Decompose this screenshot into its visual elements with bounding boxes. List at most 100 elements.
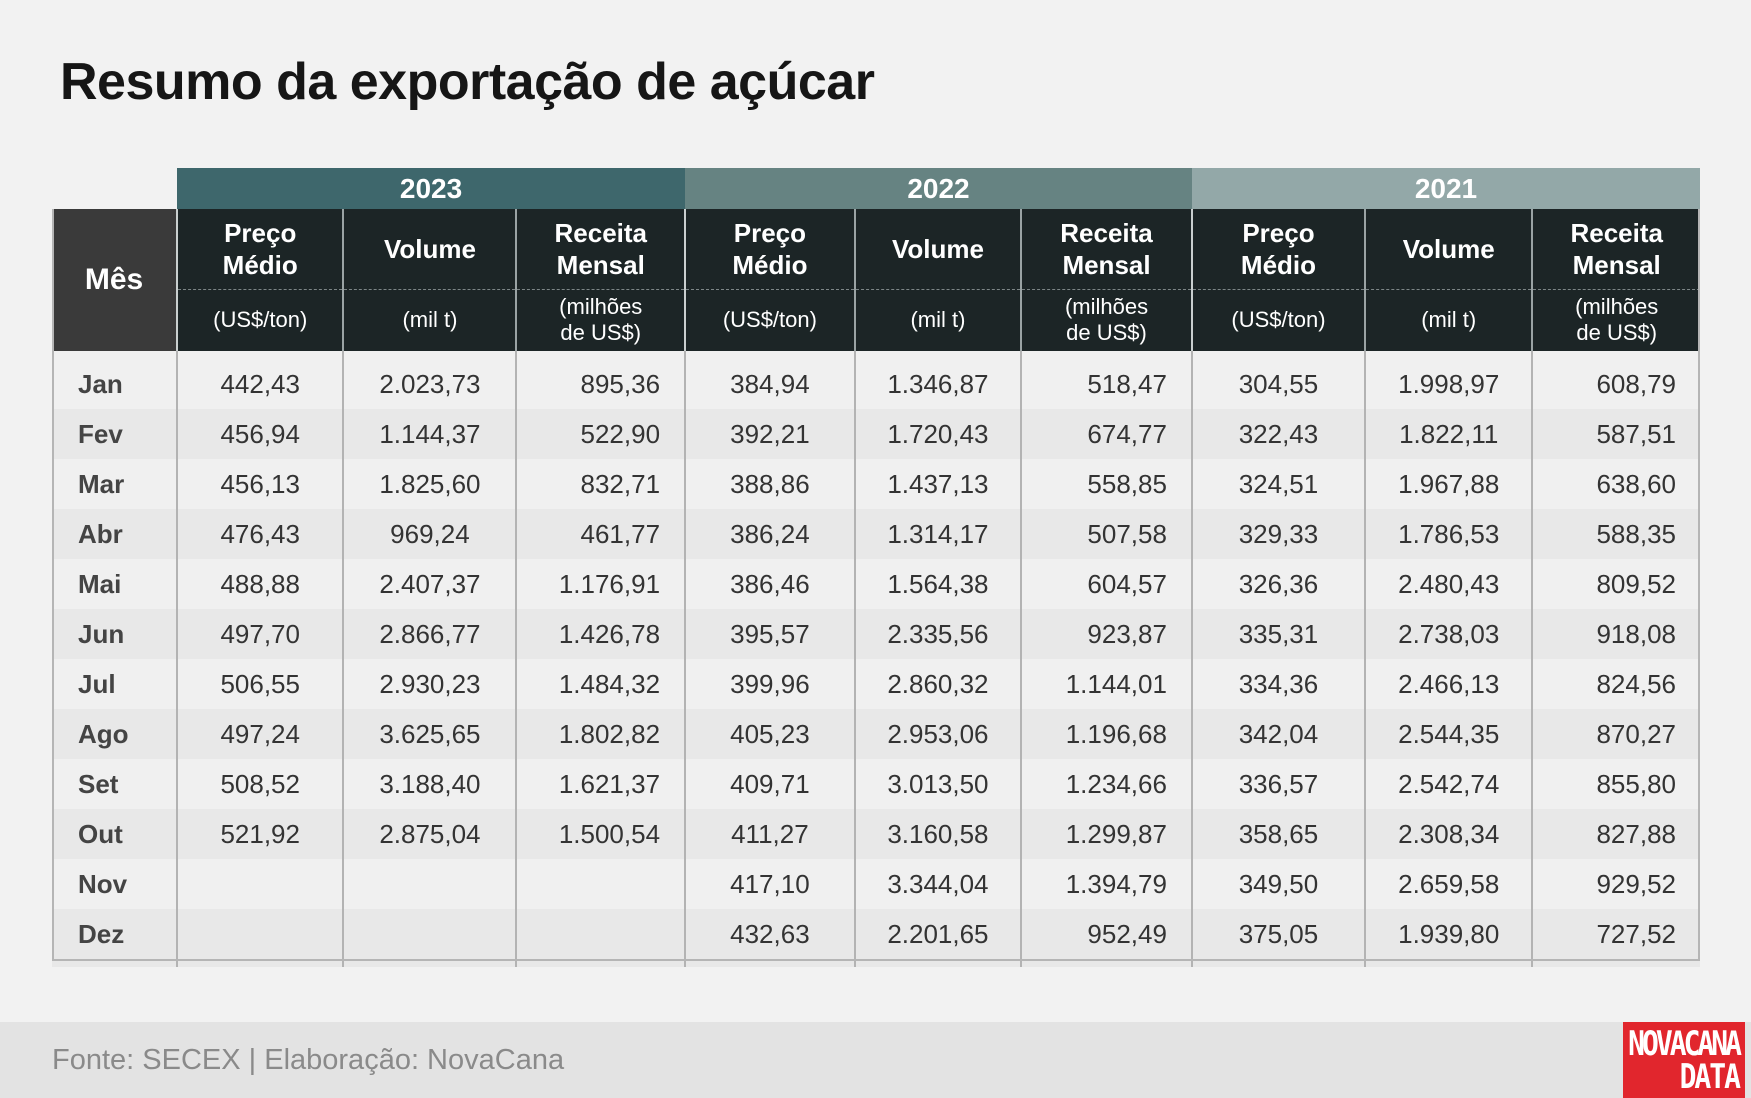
value-cell: 342,04 [1190, 709, 1365, 759]
value-cell: 395,57 [684, 609, 855, 659]
column-unit-line1: (mil t) [402, 307, 458, 333]
value-cell: 588,35 [1531, 509, 1700, 559]
value-cell: 1.426,78 [515, 609, 686, 659]
value-cell: 456,13 [176, 459, 344, 509]
value-cell: 507,58 [1020, 509, 1192, 559]
value-cell: 392,21 [684, 409, 855, 459]
value-cell: 952,49 [1020, 909, 1192, 967]
value-cell: 442,43 [176, 351, 344, 409]
value-cell: 832,71 [515, 459, 686, 509]
column-unit-line2: de US$) [560, 320, 642, 346]
page-title: Resumo da exportação de açúcar [60, 53, 875, 111]
value-cell: 827,88 [1531, 809, 1700, 859]
column-title-line2: Médio [732, 249, 808, 280]
value-cell: 488,88 [176, 559, 344, 609]
source-text: Fonte: SECEX | Elaboração: NovaCana [52, 1044, 565, 1076]
value-cell: 2.407,37 [342, 559, 517, 609]
value-cell: 558,85 [1020, 459, 1192, 509]
value-cell: 476,43 [176, 509, 344, 559]
column-header-2023-0: Preço Médio [176, 209, 344, 290]
value-cell [515, 859, 686, 909]
value-cell: 375,05 [1190, 909, 1365, 967]
column-unit-2023-1: (mil t) [342, 289, 517, 351]
table-row: Set 508,52 3.188,40 1.621,37 409,71 3.013,50 1… [52, 759, 1700, 809]
value-cell: 1.144,37 [342, 409, 517, 459]
column-title-line2: Médio [1240, 249, 1317, 280]
column-unit-line1: (milhões [559, 294, 643, 320]
value-cell: 1.621,37 [515, 759, 686, 809]
column-title-line1: Volume [383, 233, 476, 264]
column-header-2021-2: Receita Mensal [1531, 209, 1700, 290]
table-row: Jul 506,55 2.930,23 1.484,32 399,96 2.860,32 1… [52, 659, 1700, 709]
value-cell: 1.299,87 [1020, 809, 1192, 859]
value-cell: 2.866,77 [342, 609, 517, 659]
value-cell: 324,51 [1190, 459, 1365, 509]
table-row: Dez 432,63 2.201,65 952,49 375,05 1.939,80 727… [52, 909, 1700, 967]
value-cell: 521,92 [176, 809, 344, 859]
value-cell: 870,27 [1531, 709, 1700, 759]
year-header-2022: 2022 [685, 168, 1192, 209]
column-unit-line2: de US$) [1066, 320, 1147, 346]
value-cell: 1.939,80 [1363, 909, 1533, 967]
logo-line-2: DATA [1679, 1056, 1741, 1097]
value-cell [176, 909, 344, 967]
value-cell: 456,94 [176, 409, 344, 459]
month-cell: Set [78, 768, 119, 799]
value-cell: 2.466,13 [1363, 659, 1533, 709]
value-cell: 608,79 [1531, 351, 1700, 409]
value-cell: 1.437,13 [853, 459, 1022, 509]
year-header-blank [52, 168, 177, 209]
value-cell: 1.822,11 [1363, 409, 1533, 459]
value-cell: 506,55 [176, 659, 344, 709]
column-title-line1: Preço [733, 217, 807, 248]
value-cell: 2.659,58 [1363, 859, 1533, 909]
value-cell: 969,24 [342, 509, 517, 559]
table-row: Jan 442,43 2.023,73 895,36 384,94 1.346,87 518… [52, 351, 1700, 409]
value-cell: 3.160,58 [853, 809, 1022, 859]
value-cell: 349,50 [1190, 859, 1365, 909]
value-cell: 2.544,35 [1363, 709, 1533, 759]
column-unit-line2: de US$) [1576, 320, 1658, 346]
month-cell: Mai [78, 568, 122, 599]
column-header-2021-1: Volume [1363, 209, 1533, 290]
value-cell: 1.196,68 [1020, 709, 1192, 759]
month-cell: Fev [78, 418, 123, 449]
value-cell: 923,87 [1020, 609, 1192, 659]
column-header-2021-0: Preço Médio [1190, 209, 1365, 290]
value-cell: 855,80 [1531, 759, 1700, 809]
value-cell: 2.860,32 [853, 659, 1022, 709]
table-row: Abr 476,43 969,24 461,77 386,24 1.314,17 507,5… [52, 509, 1700, 559]
value-cell: 2.201,65 [853, 909, 1022, 967]
column-unit-row: (US$/ton) (mil t) (milhões de US$) (US$/ton)… [52, 289, 1700, 351]
month-cell: Jun [78, 618, 125, 649]
value-cell: 508,52 [176, 759, 344, 809]
value-cell: 2.542,74 [1363, 759, 1533, 809]
value-cell: 417,10 [684, 859, 855, 909]
column-title-line1: Preço [1242, 217, 1315, 248]
table-row: Mar 456,13 1.825,60 832,71 388,86 1.437,13 558… [52, 459, 1700, 509]
value-cell: 329,33 [1190, 509, 1365, 559]
value-cell: 2.875,04 [342, 809, 517, 859]
month-cell: Dez [78, 918, 125, 949]
column-header-2023-1: Volume [342, 209, 517, 290]
table-row: Out 521,92 2.875,04 1.500,54 411,27 3.160,58 1… [52, 809, 1700, 859]
value-cell: 386,24 [684, 509, 855, 559]
value-cell: 335,31 [1190, 609, 1365, 659]
year-header-2023: 2023 [177, 168, 686, 209]
value-cell [342, 859, 517, 909]
value-cell: 674,77 [1020, 409, 1192, 459]
column-header-2022-1: Volume [853, 209, 1022, 290]
value-cell: 1.720,43 [853, 409, 1022, 459]
value-cell: 3.188,40 [342, 759, 517, 809]
column-unit-2021-0: (US$/ton) [1190, 289, 1365, 351]
column-unit-2022-1: (mil t) [853, 289, 1022, 351]
month-cell: Abr [78, 518, 123, 549]
column-title-line2: Mensal [1572, 249, 1661, 280]
value-cell: 1.564,38 [853, 559, 1022, 609]
value-cell: 2.023,73 [342, 351, 517, 409]
value-cell: 411,27 [684, 809, 855, 859]
novacana-data-logo: NOVACANA DATA [1623, 1022, 1745, 1098]
column-title-line1: Receita [1570, 217, 1663, 248]
footer-bar: Fonte: SECEX | Elaboração: NovaCana [0, 1022, 1751, 1098]
column-header-2023-2: Receita Mensal [515, 209, 686, 290]
